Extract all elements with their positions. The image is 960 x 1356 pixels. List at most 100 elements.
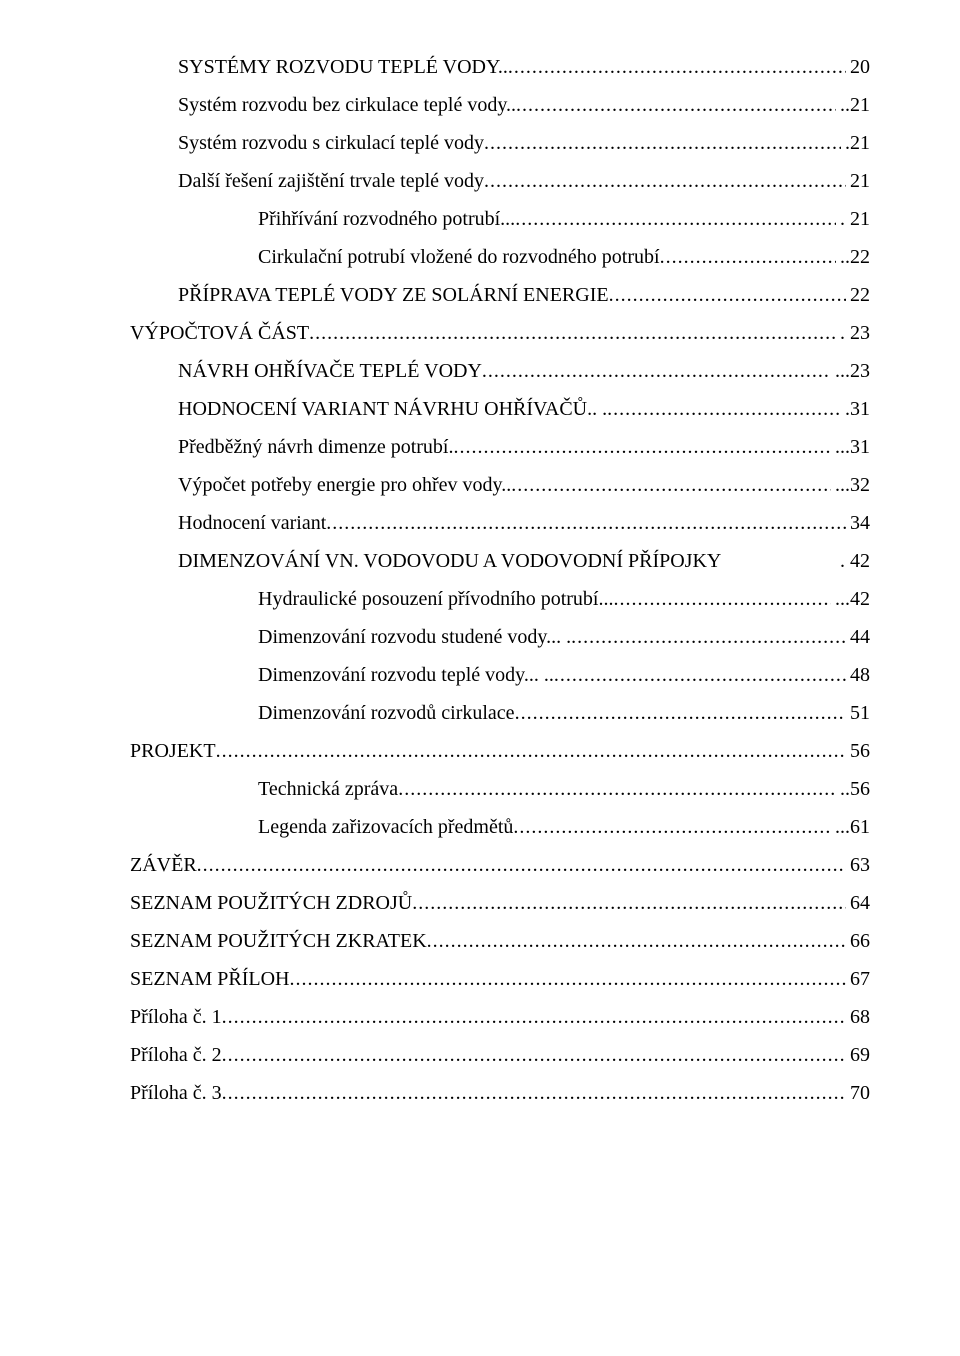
toc-entry-page: ..22 (836, 238, 870, 276)
toc-entry-page: 44 (846, 618, 870, 656)
toc-entry-leader: ........................................… (222, 1036, 846, 1074)
toc-entry-label: SYSTÉMY ROZVODU TEPLÉ VODY.. (178, 48, 508, 86)
toc-entry-page: 51 (846, 694, 870, 732)
toc-entry: SYSTÉMY ROZVODU TEPLÉ VODY..............… (130, 48, 870, 86)
toc-entry-leader: ........................................… (484, 124, 841, 162)
toc-entry-label: Další řešení zajištění trvale teplé vody (178, 162, 484, 200)
toc-entry-leader: ........................................… (222, 998, 846, 1036)
toc-entry-label: Systém rozvodu bez cirkulace teplé vody.… (178, 86, 516, 124)
toc-entry: NÁVRH OHŘÍVAČE TEPLÉ VODY...............… (130, 352, 870, 390)
toc-entry-leader: ........................................… (607, 390, 841, 428)
toc-entry-label: PROJEKT (130, 732, 216, 770)
toc-entry: Hodnocení variant.......................… (130, 504, 870, 542)
toc-entry-page: 68 (846, 998, 870, 1036)
toc-entry-page: . 21 (836, 200, 870, 238)
toc-entry-label: Předběžný návrh dimenze potrubí. (178, 428, 453, 466)
toc-entry-page: 66 (846, 922, 870, 960)
toc-entry-leader: ........................................… (398, 770, 836, 808)
toc-entry-label: Dimenzování rozvodů cirkulace (258, 694, 515, 732)
toc-entry-page: 22 (846, 276, 870, 314)
toc-entry-label: SEZNAM PŘÍLOH (130, 960, 289, 998)
toc-entry-page: ...32 (831, 466, 870, 504)
toc-entry-leader: ........................................… (482, 352, 831, 390)
toc-entry-label: SEZNAM POUŽITÝCH ZDROJŮ (130, 884, 412, 922)
toc-entry-leader: ........................................… (453, 428, 831, 466)
toc-entry-label: ZÁVĚR (130, 846, 197, 884)
toc-entry-page: 70 (846, 1074, 870, 1112)
toc-entry: SEZNAM POUŽITÝCH ZKRATEK................… (130, 922, 870, 960)
toc-entry-leader: ........................................… (513, 808, 831, 846)
toc-entry: Cirkulační potrubí vložené do rozvodného… (130, 238, 870, 276)
toc-entry-leader: ........................................… (289, 960, 846, 998)
toc-entry: Dimenzování rozvodu studené vody... ....… (130, 618, 870, 656)
toc-entry-page: 48 (846, 656, 870, 694)
toc-entry: Příloha č. 2............................… (130, 1036, 870, 1074)
toc-entry: Legenda zařizovacích předmětů...........… (130, 808, 870, 846)
toc-entry: Příloha č. 3............................… (130, 1074, 870, 1112)
toc-entry: SEZNAM PŘÍLOH...........................… (130, 960, 870, 998)
toc-entry: Další řešení zajištění trvale teplé vody… (130, 162, 870, 200)
toc-entry-page: ..56 (836, 770, 870, 808)
toc-entry: Přihřívání rozvodného potrubí... .......… (130, 200, 870, 238)
toc-entry: Výpočet potřeby energie pro ohřev vody..… (130, 466, 870, 504)
toc-entry-page: .21 (841, 124, 870, 162)
toc-entry-label: SEZNAM POUŽITÝCH ZKRATEK (130, 922, 427, 960)
toc-entry: Dimenzování rozvodů cirkulace...........… (130, 694, 870, 732)
toc-entry-leader: ........................................… (515, 200, 836, 238)
toc-entry-leader: ........................................… (554, 656, 846, 694)
toc-entry-label: Hodnocení variant (178, 504, 326, 542)
toc-entry: PROJEKT.................................… (130, 732, 870, 770)
toc-entry-leader: ........................................… (516, 86, 836, 124)
toc-entry-leader: ........................................… (609, 276, 846, 314)
toc-entry: ZÁVĚR...................................… (130, 846, 870, 884)
toc-entry-leader: ........................................… (660, 238, 836, 276)
toc-entry-label: PŘÍPRAVA TEPLÉ VODY ZE SOLÁRNÍ ENERGIE (178, 276, 609, 314)
toc-page: SYSTÉMY ROZVODU TEPLÉ VODY..............… (0, 0, 960, 1356)
toc-entry-leader: ........................................… (197, 846, 846, 884)
toc-entry-leader: ........................................… (511, 466, 831, 504)
toc-entry-leader: ........................................… (614, 580, 832, 618)
toc-entry-page: ..21 (836, 86, 870, 124)
toc-entry: Hydraulické posouzení přívodního potrubí… (130, 580, 870, 618)
toc-entry-page: ...23 (831, 352, 870, 390)
toc-entry-leader: ........................................… (427, 922, 846, 960)
toc-entry: Předběžný návrh dimenze potrubí. .......… (130, 428, 870, 466)
toc-entry-page: 20 (846, 48, 870, 86)
toc-entry-label: Technická zpráva (258, 770, 398, 808)
toc-entry-page: . 23 (836, 314, 870, 352)
toc-entry-page: 67 (846, 960, 870, 998)
toc-entry-label: Systém rozvodu s cirkulací teplé vody (178, 124, 484, 162)
toc-entry-label: Příloha č. 2 (130, 1036, 222, 1074)
toc-entry-page: 21 (846, 162, 870, 200)
toc-entry-label: Dimenzování rozvodu teplé vody... .. (258, 656, 554, 694)
toc-entry-label: Legenda zařizovacích předmětů (258, 808, 513, 846)
toc-entry: VÝPOČTOVÁ ČÁST..........................… (130, 314, 870, 352)
toc-entry-label: Hydraulické posouzení přívodního potrubí… (258, 580, 614, 618)
toc-entry: Příloha č. 1............................… (130, 998, 870, 1036)
toc-entry: SEZNAM POUŽITÝCH ZDROJŮ.................… (130, 884, 870, 922)
toc-entry-leader: ........................................… (484, 162, 846, 200)
toc-entry-page: . 42 (836, 542, 870, 580)
toc-entry-page: ...61 (831, 808, 870, 846)
toc-entry: PŘÍPRAVA TEPLÉ VODY ZE SOLÁRNÍ ENERGIE..… (130, 276, 870, 314)
toc-entry-label: Příloha č. 3 (130, 1074, 222, 1112)
toc-entry-label: Dimenzování rozvodu studené vody... . (258, 618, 571, 656)
toc-entry: Dimenzování rozvodu teplé vody... ......… (130, 656, 870, 694)
toc-entry: Systém rozvodu s cirkulací teplé vody...… (130, 124, 870, 162)
toc-entry-page: 69 (846, 1036, 870, 1074)
toc-entry-leader: ........................................… (326, 504, 846, 542)
toc-entry-label: Příloha č. 1 (130, 998, 222, 1036)
toc-entry-leader: ........................................… (309, 314, 836, 352)
toc-entry-page: .31 (841, 390, 870, 428)
toc-entry-leader: ........................................… (412, 884, 846, 922)
toc-entry-leader: ........................................… (216, 732, 846, 770)
toc-entry-label: Výpočet potřeby energie pro ohřev vody.. (178, 466, 511, 504)
toc-entry: HODNOCENÍ VARIANT NÁVRHU OHŘÍVAČŮ.. ....… (130, 390, 870, 428)
toc-entry: Technická zpráva........................… (130, 770, 870, 808)
toc-entry-label: VÝPOČTOVÁ ČÁST (130, 314, 309, 352)
toc-entry-page: 56 (846, 732, 870, 770)
toc-entry-leader: ........................................… (222, 1074, 846, 1112)
toc-entry-leader: ........................................… (571, 618, 846, 656)
toc-entry-page: ...31 (831, 428, 870, 466)
toc-entry: DIMENZOVÁNÍ VN. VODOVODU A VODOVODNÍ PŘÍ… (130, 542, 870, 580)
